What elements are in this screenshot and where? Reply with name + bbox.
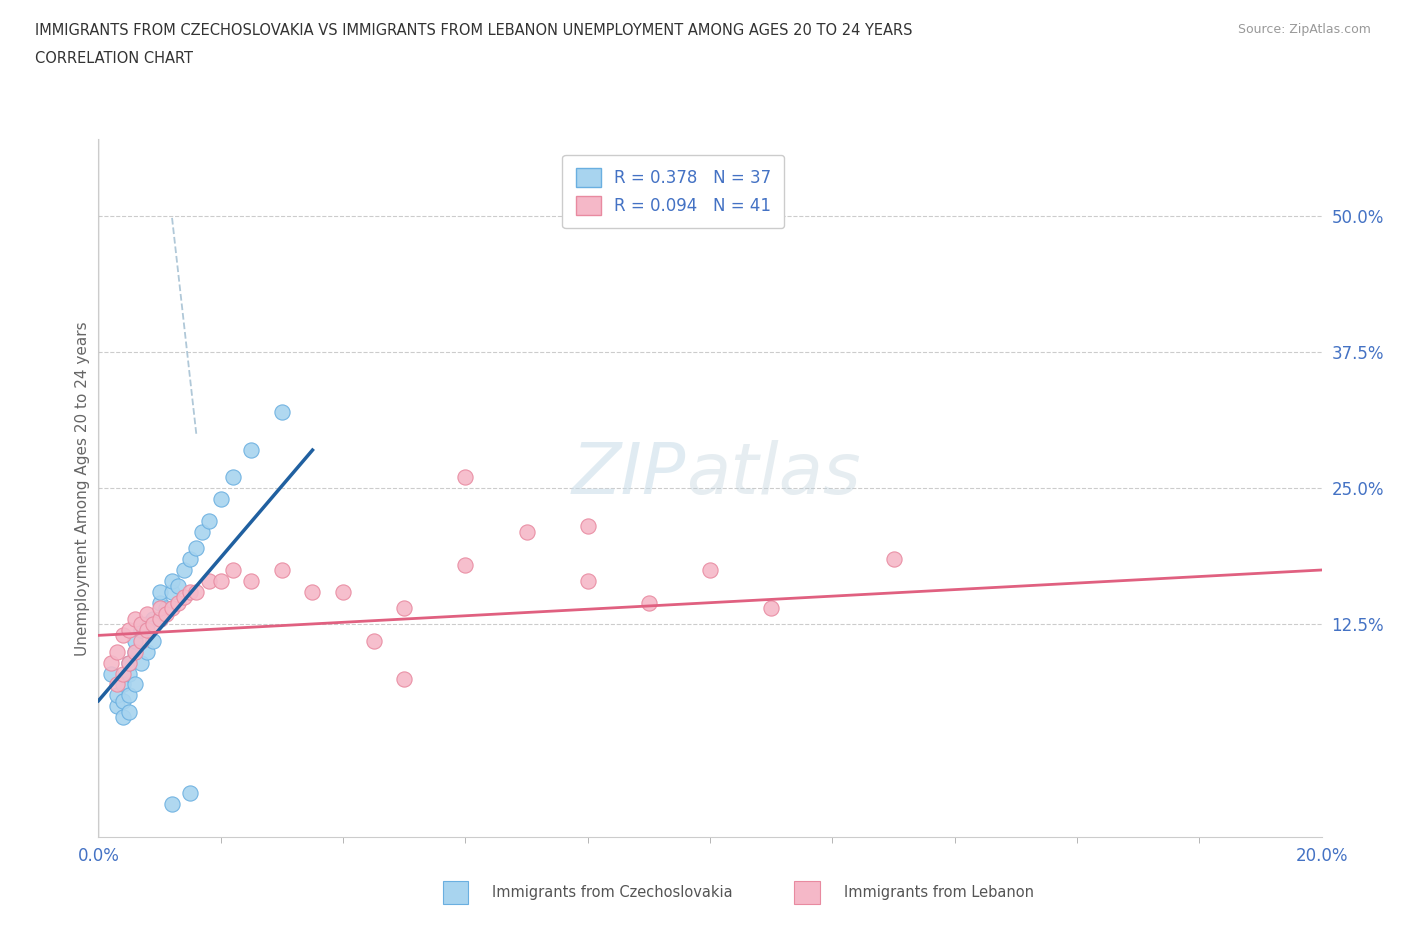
- Point: [118, 622, 141, 637]
- Point: [136, 622, 159, 637]
- Text: Immigrants from Czechoslovakia: Immigrants from Czechoslovakia: [492, 885, 733, 900]
- Point: [155, 606, 177, 621]
- Point: [124, 677, 146, 692]
- Point: [124, 633, 146, 648]
- Point: [105, 698, 128, 713]
- Point: [363, 633, 385, 648]
- Point: [454, 470, 477, 485]
- Point: [149, 584, 172, 599]
- Y-axis label: Unemployment Among Ages 20 to 24 years: Unemployment Among Ages 20 to 24 years: [75, 321, 90, 656]
- Point: [111, 677, 134, 692]
- Point: [136, 606, 159, 621]
- Point: [637, 595, 661, 610]
- Point: [392, 601, 416, 616]
- Point: [209, 574, 232, 589]
- Point: [191, 525, 214, 539]
- Point: [576, 519, 599, 534]
- Point: [149, 612, 172, 627]
- Point: [136, 617, 159, 631]
- Point: [270, 405, 292, 419]
- Point: [105, 644, 128, 659]
- Legend: R = 0.378   N = 37, R = 0.094   N = 41: R = 0.378 N = 37, R = 0.094 N = 41: [562, 154, 785, 228]
- Point: [129, 633, 152, 648]
- Text: atlas: atlas: [686, 440, 860, 509]
- Point: [699, 563, 721, 578]
- Point: [167, 578, 190, 593]
- Point: [883, 551, 905, 566]
- Point: [454, 557, 477, 572]
- Point: [118, 655, 141, 670]
- Point: [240, 443, 263, 458]
- Point: [179, 584, 201, 599]
- Point: [129, 622, 152, 637]
- Point: [759, 601, 782, 616]
- Point: [149, 612, 172, 627]
- Point: [118, 666, 141, 681]
- Point: [149, 601, 172, 616]
- Point: [100, 666, 122, 681]
- Point: [160, 574, 183, 589]
- Point: [142, 612, 165, 627]
- Point: [149, 595, 172, 610]
- Point: [105, 677, 128, 692]
- Point: [111, 666, 134, 681]
- Point: [222, 563, 245, 578]
- Point: [179, 551, 201, 566]
- Point: [222, 470, 245, 485]
- Point: [155, 601, 177, 616]
- Text: Source: ZipAtlas.com: Source: ZipAtlas.com: [1237, 23, 1371, 36]
- Point: [173, 563, 195, 578]
- Point: [392, 671, 416, 686]
- Text: Immigrants from Lebanon: Immigrants from Lebanon: [844, 885, 1033, 900]
- Point: [118, 704, 141, 719]
- Point: [167, 595, 190, 610]
- Point: [197, 513, 219, 528]
- Point: [516, 525, 538, 539]
- Text: CORRELATION CHART: CORRELATION CHART: [35, 51, 193, 66]
- Point: [111, 710, 134, 724]
- Point: [100, 655, 122, 670]
- Text: ZIP: ZIP: [571, 440, 686, 509]
- Point: [142, 617, 165, 631]
- Point: [332, 584, 354, 599]
- Point: [186, 584, 208, 599]
- Point: [129, 655, 152, 670]
- Point: [209, 492, 232, 507]
- Text: IMMIGRANTS FROM CZECHOSLOVAKIA VS IMMIGRANTS FROM LEBANON UNEMPLOYMENT AMONG AGE: IMMIGRANTS FROM CZECHOSLOVAKIA VS IMMIGR…: [35, 23, 912, 38]
- Point: [240, 574, 263, 589]
- Point: [186, 540, 208, 555]
- Point: [197, 574, 219, 589]
- Point: [124, 644, 146, 659]
- Point: [301, 584, 323, 599]
- Point: [118, 688, 141, 703]
- Point: [124, 644, 146, 659]
- Point: [173, 590, 195, 604]
- Point: [136, 644, 159, 659]
- Point: [160, 601, 183, 616]
- Point: [142, 633, 165, 648]
- Point: [111, 628, 134, 643]
- Point: [118, 655, 141, 670]
- Point: [111, 694, 134, 709]
- Point: [105, 688, 128, 703]
- Point: [179, 786, 201, 801]
- Point: [160, 584, 183, 599]
- Point: [129, 617, 152, 631]
- Point: [576, 574, 599, 589]
- Point: [124, 612, 146, 627]
- Point: [270, 563, 292, 578]
- Point: [160, 797, 183, 812]
